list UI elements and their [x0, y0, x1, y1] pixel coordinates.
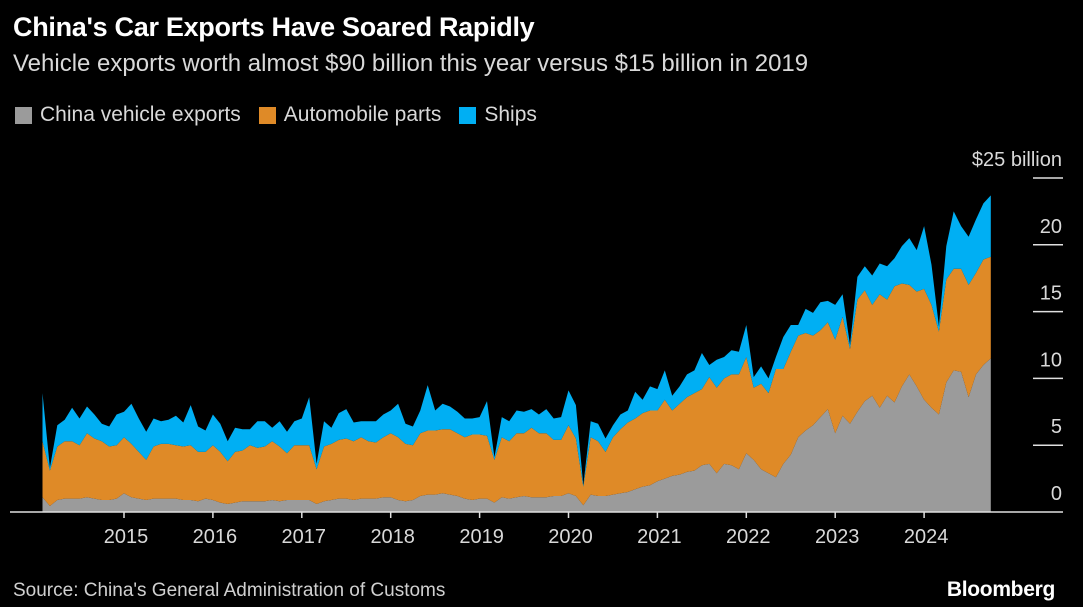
x-tick-label: 2018 — [370, 526, 415, 548]
y-axis: 0 5 10 15 20 $25 billion — [972, 149, 1063, 505]
x-tick-label: 2021 — [637, 526, 682, 548]
chart-subtitle: Vehicle exports worth almost $90 billion… — [13, 50, 809, 77]
legend: China vehicle exports Automobile parts S… — [15, 103, 537, 127]
legend-label: Automobile parts — [283, 103, 442, 126]
x-tick-label: 2016 — [193, 526, 238, 548]
legend-swatch-parts — [258, 106, 276, 124]
y-tick-label: 20 — [1040, 216, 1062, 238]
legend-label: China vehicle exports — [40, 103, 241, 126]
x-tick-label: 2024 — [904, 526, 949, 548]
y-tick-label: 5 — [1051, 416, 1062, 438]
x-tick-label: 2015 — [104, 526, 149, 548]
y-tick-label: $25 billion — [972, 149, 1062, 171]
x-tick-label: 2023 — [815, 526, 860, 548]
y-tick-label: 10 — [1040, 349, 1062, 371]
legend-swatch-ships — [459, 106, 477, 124]
y-tick-label: 15 — [1040, 283, 1062, 305]
x-axis: 2015 2016 2017 2018 2019 2020 2021 2022 2023 2024 — [10, 511, 1063, 548]
series-areas — [42, 195, 991, 512]
source-note: Source: China's General Administration o… — [13, 580, 446, 601]
x-tick-label: 2019 — [459, 526, 504, 548]
legend-swatch-vehicles — [15, 106, 32, 124]
y-tick-label: 0 — [1051, 483, 1062, 505]
legend-item-parts: Automobile parts — [258, 103, 442, 127]
area-vehicles — [42, 358, 991, 512]
legend-label: Ships — [484, 103, 537, 126]
area-parts — [42, 256, 991, 506]
chart-title: China's Car Exports Have Soared Rapidly — [13, 12, 535, 42]
x-tick-label: 2017 — [282, 526, 327, 548]
bloomberg-logo: Bloomberg — [946, 578, 1055, 601]
area-ships — [42, 195, 991, 487]
legend-item-ships: Ships — [459, 103, 537, 127]
x-tick-label: 2022 — [726, 526, 771, 548]
legend-item-vehicles: China vehicle exports — [15, 103, 241, 127]
x-tick-label: 2020 — [548, 526, 593, 548]
